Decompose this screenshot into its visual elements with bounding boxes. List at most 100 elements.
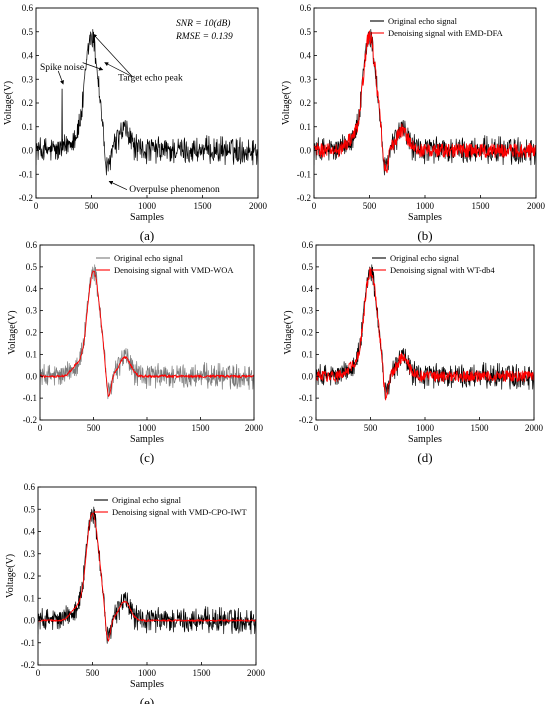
y-tick-label: 0.4 (22, 51, 34, 61)
arrow-spike-2 (82, 62, 104, 71)
y-tick-label: 0.6 (300, 3, 312, 13)
y-tick-label: -0.2 (299, 415, 313, 425)
x-axis-label: Samples (130, 434, 164, 445)
y-tick-label: -0.1 (299, 393, 313, 403)
legend-entry: Original echo signal (112, 495, 182, 505)
y-tick-label: 0.3 (22, 74, 34, 84)
chart-panel-c: -0.2 -0.1 0.0 0.1 0.2 0.3 0.4 0.5 0.6 0 500 1000 150… (7, 240, 264, 465)
y-tick-label: 0.3 (300, 74, 312, 84)
y-tick-label: -0.2 (21, 660, 35, 670)
panel-label: (a) (140, 228, 154, 243)
series-line-denoised (40, 270, 254, 397)
plot-area (316, 264, 534, 401)
y-tick-label: 0.6 (24, 482, 36, 492)
annotation-overpulse: Overpulse phenomenon (129, 185, 220, 195)
y-axis-label: Voltage(V) (283, 310, 294, 354)
plot-area (314, 29, 536, 176)
arrow-spike (57, 70, 64, 85)
y-tick-label: 0.4 (24, 527, 36, 537)
legend-entry: Denoising signal with EMD-DFA (388, 28, 504, 38)
annotation-spike: Spike noise (40, 63, 84, 73)
x-tick-label: 2000 (245, 423, 264, 433)
x-tick-label: 1500 (192, 423, 211, 433)
plot-area (36, 29, 258, 176)
y-tick-label: 0.6 (26, 240, 38, 250)
plot-area (38, 506, 256, 644)
y-tick-label: 0.1 (22, 122, 33, 132)
annotation-rmse: RMSE = 0.139 (175, 32, 233, 42)
x-tick-label: 0 (36, 668, 41, 678)
arrow-peak (92, 33, 133, 78)
x-tick-label: 0 (314, 423, 319, 433)
x-axis-label: Samples (130, 212, 164, 223)
x-tick-label: 1500 (194, 201, 213, 211)
y-tick-label: 0.0 (22, 146, 34, 156)
x-axis-label: Samples (130, 679, 164, 690)
y-tick-label: 0.5 (300, 27, 312, 37)
x-tick-label: 0 (34, 201, 39, 211)
y-tick-label: 0.3 (26, 306, 38, 316)
chart-panel-a: -0.2 -0.1 0.0 0.1 0.2 0.3 0.4 0.5 0.6 0 500 1000 150… (3, 3, 268, 243)
series-line-denoised (316, 267, 534, 401)
y-tick-label: -0.1 (297, 169, 311, 179)
y-tick-label: 0.5 (24, 504, 36, 514)
y-axis-label: Voltage(V) (3, 81, 14, 125)
y-tick-label: 0.0 (302, 371, 314, 381)
panel-label: (c) (140, 450, 154, 465)
x-tick-label: 1500 (193, 668, 212, 678)
x-tick-label: 500 (85, 201, 99, 211)
y-tick-label: -0.1 (21, 638, 35, 648)
legend-entry: Original echo signal (114, 253, 184, 263)
x-tick-label: 500 (363, 201, 377, 211)
legend-entry: Denoising signal with VMD-WOA (114, 265, 234, 275)
x-tick-label: 1500 (471, 423, 490, 433)
y-tick-label: 0.1 (26, 349, 37, 359)
x-tick-label: 2000 (527, 201, 546, 211)
y-axis-label: Voltage(V) (281, 81, 292, 125)
series-line-original (36, 29, 258, 176)
series-line-original (38, 506, 256, 644)
y-tick-label: 0.4 (26, 284, 38, 294)
arrow-peak-2 (104, 62, 133, 78)
x-tick-label: 2000 (525, 423, 544, 433)
annotation-snr: SNR = 10(dB) (176, 18, 230, 29)
y-tick-label: 0.6 (302, 240, 314, 250)
y-tick-label: 0.4 (302, 284, 314, 294)
y-tick-label: 0.3 (24, 549, 36, 559)
x-tick-label: 1000 (138, 423, 157, 433)
series-line-denoised (38, 512, 256, 642)
x-tick-label: 1000 (416, 423, 435, 433)
annotation-peak: Target echo peak (118, 73, 183, 83)
y-tick-label: 0.6 (22, 3, 34, 13)
x-tick-label: 0 (312, 201, 317, 211)
series-line-denoised (314, 30, 536, 174)
y-tick-label: -0.1 (23, 393, 37, 403)
x-tick-label: 1000 (138, 201, 157, 211)
x-tick-label: 500 (364, 423, 378, 433)
y-tick-label: 0.2 (24, 571, 35, 581)
y-tick-label: 0.1 (24, 593, 35, 603)
x-axis-label: Samples (408, 212, 442, 223)
series-line-original (316, 264, 534, 400)
y-tick-label: 0.5 (26, 262, 38, 272)
y-axis-label: Voltage(V) (7, 310, 18, 354)
x-tick-label: 500 (86, 668, 100, 678)
legend-entry: Original echo signal (390, 253, 460, 263)
plot-area (40, 264, 254, 400)
y-tick-label: 0.1 (300, 122, 311, 132)
legend-entry: Denoising signal with WT-db4 (390, 265, 495, 275)
panel-label: (d) (417, 450, 432, 465)
y-tick-label: -0.1 (19, 169, 33, 179)
chart-panel-d: -0.2 -0.1 0.0 0.1 0.2 0.3 0.4 0.5 0.6 0 500 1000 150… (283, 240, 544, 465)
y-tick-label: 0.3 (302, 306, 314, 316)
y-tick-label: 0.2 (26, 328, 37, 338)
x-tick-label: 1000 (138, 668, 157, 678)
x-tick-label: 500 (87, 423, 101, 433)
y-tick-label: -0.2 (19, 193, 33, 203)
y-tick-label: 0.0 (26, 371, 38, 381)
y-tick-label: 0.5 (22, 27, 34, 37)
legend-entry: Denoising signal with VMD-CPO-IWT (112, 507, 247, 517)
series-line-original (40, 264, 254, 400)
legend-entry: Original echo signal (388, 16, 458, 26)
